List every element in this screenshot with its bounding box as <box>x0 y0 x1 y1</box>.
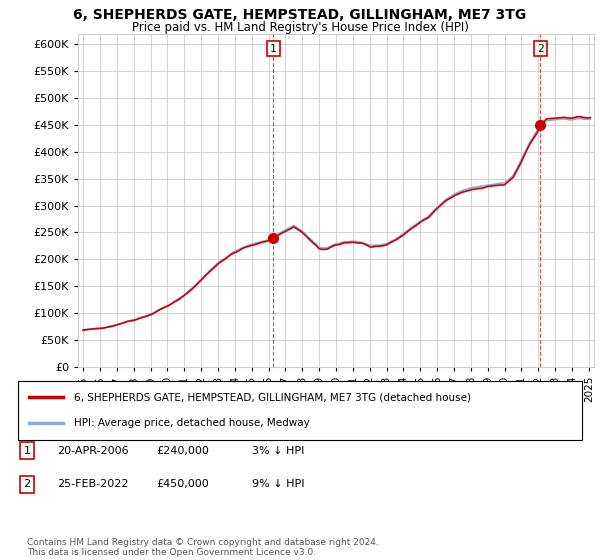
FancyBboxPatch shape <box>18 381 582 440</box>
Text: 6, SHEPHERDS GATE, HEMPSTEAD, GILLINGHAM, ME7 3TG (detached house): 6, SHEPHERDS GATE, HEMPSTEAD, GILLINGHAM… <box>74 392 472 402</box>
Text: £240,000: £240,000 <box>156 446 209 456</box>
Text: 1: 1 <box>23 446 31 456</box>
Text: Price paid vs. HM Land Registry's House Price Index (HPI): Price paid vs. HM Land Registry's House … <box>131 21 469 34</box>
Text: Contains HM Land Registry data © Crown copyright and database right 2024.
This d: Contains HM Land Registry data © Crown c… <box>27 538 379 557</box>
Text: 20-APR-2006: 20-APR-2006 <box>57 446 128 456</box>
Text: £450,000: £450,000 <box>156 479 209 489</box>
Text: 25-FEB-2022: 25-FEB-2022 <box>57 479 128 489</box>
Text: HPI: Average price, detached house, Medway: HPI: Average price, detached house, Medw… <box>74 418 310 428</box>
Text: 2: 2 <box>23 479 31 489</box>
Text: 9% ↓ HPI: 9% ↓ HPI <box>252 479 305 489</box>
Text: 6, SHEPHERDS GATE, HEMPSTEAD, GILLINGHAM, ME7 3TG: 6, SHEPHERDS GATE, HEMPSTEAD, GILLINGHAM… <box>73 8 527 22</box>
Text: 1: 1 <box>270 44 277 54</box>
Text: 2: 2 <box>537 44 544 54</box>
Text: 3% ↓ HPI: 3% ↓ HPI <box>252 446 304 456</box>
